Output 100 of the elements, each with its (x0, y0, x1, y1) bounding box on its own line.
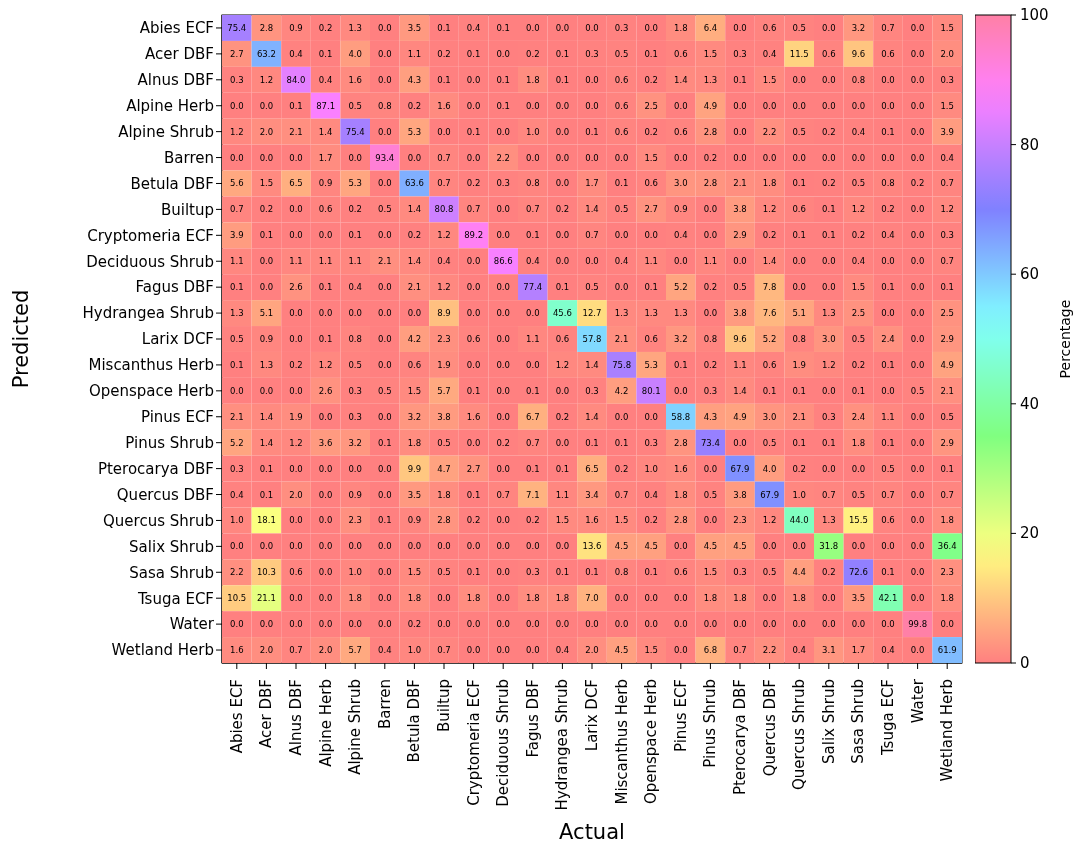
data-label: 6.8 (703, 645, 718, 656)
y-tick-label: Pinus ECF (140, 408, 214, 427)
data-label: 0.7 (940, 489, 954, 500)
data-label: 0.2 (703, 359, 718, 370)
data-label: 2.0 (289, 489, 303, 500)
data-label: 0.1 (496, 74, 510, 85)
data-label: 0.0 (466, 74, 481, 85)
data-label: 0.4 (289, 48, 303, 59)
data-label: 1.8 (407, 593, 422, 604)
data-label: 2.2 (762, 126, 777, 137)
data-label: 0.0 (378, 541, 392, 552)
data-label: 3.1 (822, 645, 836, 656)
data-label: 0.0 (644, 619, 658, 630)
data-label: 3.5 (407, 489, 422, 500)
data-label: 0.4 (674, 230, 688, 241)
data-label: 0.0 (822, 22, 836, 33)
data-label: 0.1 (230, 282, 244, 293)
data-label: 0.0 (585, 619, 599, 630)
data-label: 9.6 (851, 48, 866, 59)
data-label: 0.0 (378, 619, 392, 630)
data-label: 0.1 (526, 463, 540, 474)
data-label: 99.8 (908, 619, 928, 630)
data-label: 0.0 (644, 230, 658, 241)
data-label: 0.0 (378, 359, 392, 370)
data-label: 0.0 (792, 619, 806, 630)
data-label: 1.2 (555, 359, 570, 370)
data-label: 1.3 (230, 308, 244, 319)
color-bar-title: Percentage (1057, 299, 1073, 379)
data-label: 0.0 (348, 152, 362, 163)
data-label: 0.2 (644, 74, 658, 85)
x-tick-label: Larix DCF (583, 679, 601, 752)
data-label: 7.0 (585, 593, 599, 604)
data-label: 0.0 (526, 359, 540, 370)
data-label: 77.4 (523, 282, 543, 293)
data-label: 0.0 (881, 541, 895, 552)
data-label: 0.1 (555, 282, 570, 293)
data-label: 9.9 (407, 463, 422, 474)
data-label: 2.3 (437, 334, 451, 344)
data-label: 0.0 (851, 152, 866, 163)
data-label: 1.2 (289, 437, 303, 448)
data-label: 1.8 (762, 178, 777, 189)
data-label: 0.7 (230, 204, 244, 215)
data-label: 93.4 (375, 152, 395, 163)
data-label: 2.3 (733, 515, 747, 526)
data-label: 0.2 (703, 282, 718, 293)
data-label: 0.1 (940, 282, 954, 293)
x-tick-label: Wetland Herb (938, 679, 957, 782)
data-label: 0.3 (230, 74, 244, 85)
data-label: 1.5 (940, 100, 954, 111)
data-label: 0.0 (703, 619, 718, 630)
data-label: 0.0 (792, 541, 806, 552)
data-label: 3.8 (733, 204, 747, 215)
data-label: 0.2 (466, 515, 481, 526)
data-label: 0.0 (555, 256, 570, 267)
data-label: 0.2 (614, 463, 629, 474)
data-label: 2.7 (466, 463, 481, 474)
data-label: 0.1 (792, 230, 806, 241)
data-label: 2.5 (851, 308, 866, 319)
data-label: 0.0 (822, 619, 836, 630)
data-label: 0.9 (318, 178, 333, 189)
data-label: 0.1 (259, 463, 274, 474)
data-label: 0.0 (466, 619, 481, 630)
data-label: 0.0 (496, 463, 510, 474)
data-label: 0.2 (437, 48, 451, 59)
data-label: 0.0 (289, 334, 303, 344)
data-label: 0.8 (792, 334, 806, 344)
data-label: 1.9 (289, 411, 303, 422)
data-label: 0.5 (851, 489, 866, 500)
data-label: 0.1 (940, 463, 954, 474)
data-label: 0.2 (289, 359, 303, 370)
data-label: 3.6 (318, 437, 333, 448)
data-label: 0.0 (822, 152, 836, 163)
data-label: 0.1 (822, 204, 836, 215)
data-label: 0.5 (792, 126, 806, 137)
data-label: 2.6 (318, 385, 333, 396)
data-label: 0.0 (496, 385, 510, 396)
data-label: 4.5 (703, 541, 718, 552)
data-label: 0.3 (348, 411, 362, 422)
data-label: 0.0 (762, 619, 777, 630)
data-label: 0.0 (703, 463, 718, 474)
data-label: 1.5 (851, 282, 866, 293)
data-label: 0.6 (762, 359, 777, 370)
data-label: 0.0 (910, 22, 925, 33)
data-label: 1.3 (674, 308, 688, 319)
x-tick-label: Alnus DBF (287, 679, 305, 756)
x-tick-label: Water (908, 678, 927, 724)
data-label: 0.1 (555, 48, 570, 59)
data-label: 0.0 (851, 541, 866, 552)
data-label: 0.0 (378, 282, 392, 293)
y-tick-label: Salix Shrub (129, 537, 214, 556)
data-label: 2.2 (230, 567, 244, 578)
data-label: 0.0 (496, 308, 510, 319)
data-label: 2.6 (289, 282, 303, 293)
data-label: 0.0 (614, 619, 629, 630)
data-label: 0.5 (585, 282, 599, 293)
y-tick-label: Betula DBF (130, 174, 214, 193)
data-label: 2.0 (259, 645, 274, 656)
data-label: 7.8 (762, 282, 777, 293)
data-label: 0.0 (378, 22, 392, 33)
data-label: 0.0 (910, 411, 925, 422)
